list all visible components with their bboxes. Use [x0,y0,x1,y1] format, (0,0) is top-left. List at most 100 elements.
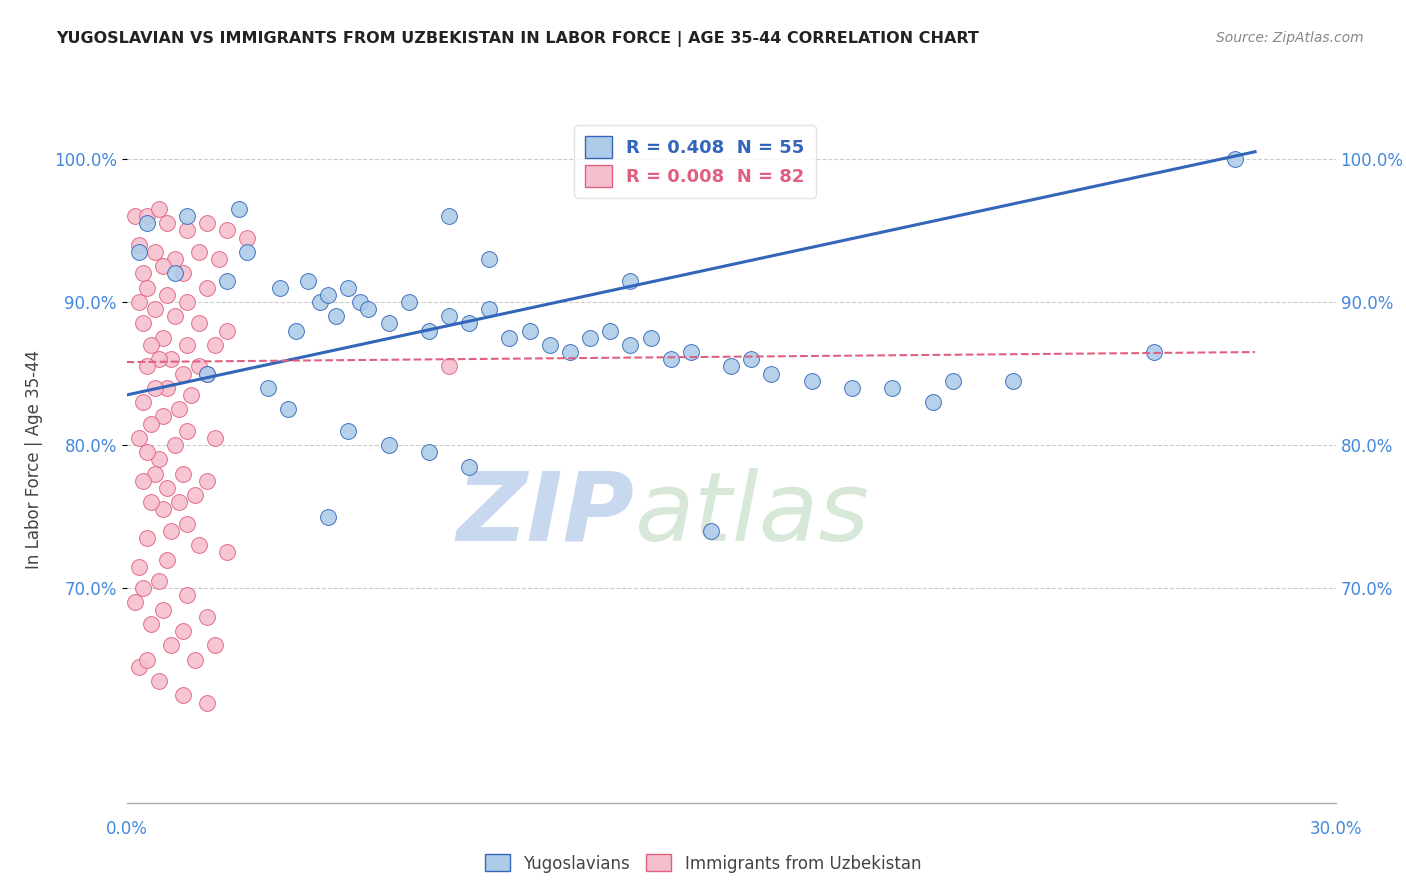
Point [176,295,198,310]
Point [152,502,174,516]
Point [377,317,399,331]
Point [188,317,211,331]
Point [163,266,186,280]
Point [172,266,194,280]
Point [148,452,170,467]
Point [167,402,190,417]
Point [942,374,965,388]
Point [297,273,319,287]
Point [152,331,174,345]
Point [131,317,153,331]
Point [176,516,198,531]
Point [217,223,239,237]
Point [740,352,762,367]
Point [148,674,170,689]
Point [188,359,211,374]
Point [357,302,380,317]
Point [377,438,399,452]
Point [172,467,194,481]
Legend: Yugoslavians, Immigrants from Uzbekistan: Yugoslavians, Immigrants from Uzbekistan [478,847,928,880]
Point [599,324,621,338]
Point [418,324,440,338]
Point [195,281,218,295]
Point [163,310,186,324]
Point [156,552,179,566]
Text: 0.0%: 0.0% [105,820,148,838]
Point [228,202,250,216]
Point [579,331,602,345]
Point [349,295,371,310]
Point [478,252,501,266]
Point [195,609,218,624]
Point [236,244,259,259]
Point [619,338,641,352]
Point [761,367,783,381]
Point [176,338,198,352]
Point [167,495,190,509]
Point [128,431,150,445]
Point [437,359,460,374]
Point [1002,374,1025,388]
Point [195,367,218,381]
Point [172,367,194,381]
Point [418,445,440,459]
Point [163,438,186,452]
Point [184,653,207,667]
Point [337,424,360,438]
Point [256,381,278,395]
Point [135,281,157,295]
Point [316,509,339,524]
Point [172,624,194,638]
Point [143,244,166,259]
Point [163,252,186,266]
Point [882,381,904,395]
Point [172,689,194,703]
Point [337,281,360,295]
Point [139,616,162,631]
Point [135,653,157,667]
Point [921,395,943,409]
Point [148,202,170,216]
Point [195,367,218,381]
Point [128,237,150,252]
Point [800,374,823,388]
Point [152,409,174,424]
Point [184,488,207,502]
Point [217,545,239,559]
Point [519,324,541,338]
Text: ZIP: ZIP [457,467,634,561]
Point [124,209,146,223]
Point [176,424,198,438]
Point [217,273,239,287]
Point [325,310,347,324]
Point [309,295,332,310]
Point [398,295,420,310]
Point [538,338,561,352]
Point [204,431,226,445]
Text: Source: ZipAtlas.com: Source: ZipAtlas.com [1216,31,1364,45]
Point [131,395,153,409]
Point [437,310,460,324]
Y-axis label: In Labor Force | Age 35-44: In Labor Force | Age 35-44 [25,350,42,569]
Point [131,581,153,595]
Point [131,266,153,280]
Point [217,324,239,338]
Point [160,524,183,538]
Point [135,531,157,545]
Point [139,417,162,431]
Point [143,381,166,395]
Point [128,244,150,259]
Point [659,352,682,367]
Point [236,230,259,244]
Text: 30.0%: 30.0% [1309,820,1362,838]
Point [135,216,157,230]
Point [180,388,202,402]
Legend: R = 0.408  N = 55, R = 0.008  N = 82: R = 0.408 N = 55, R = 0.008 N = 82 [574,125,815,198]
Point [160,639,183,653]
Point [156,381,179,395]
Point [131,474,153,488]
Point [135,359,157,374]
Point [195,216,218,230]
Point [640,331,662,345]
Point [128,660,150,674]
